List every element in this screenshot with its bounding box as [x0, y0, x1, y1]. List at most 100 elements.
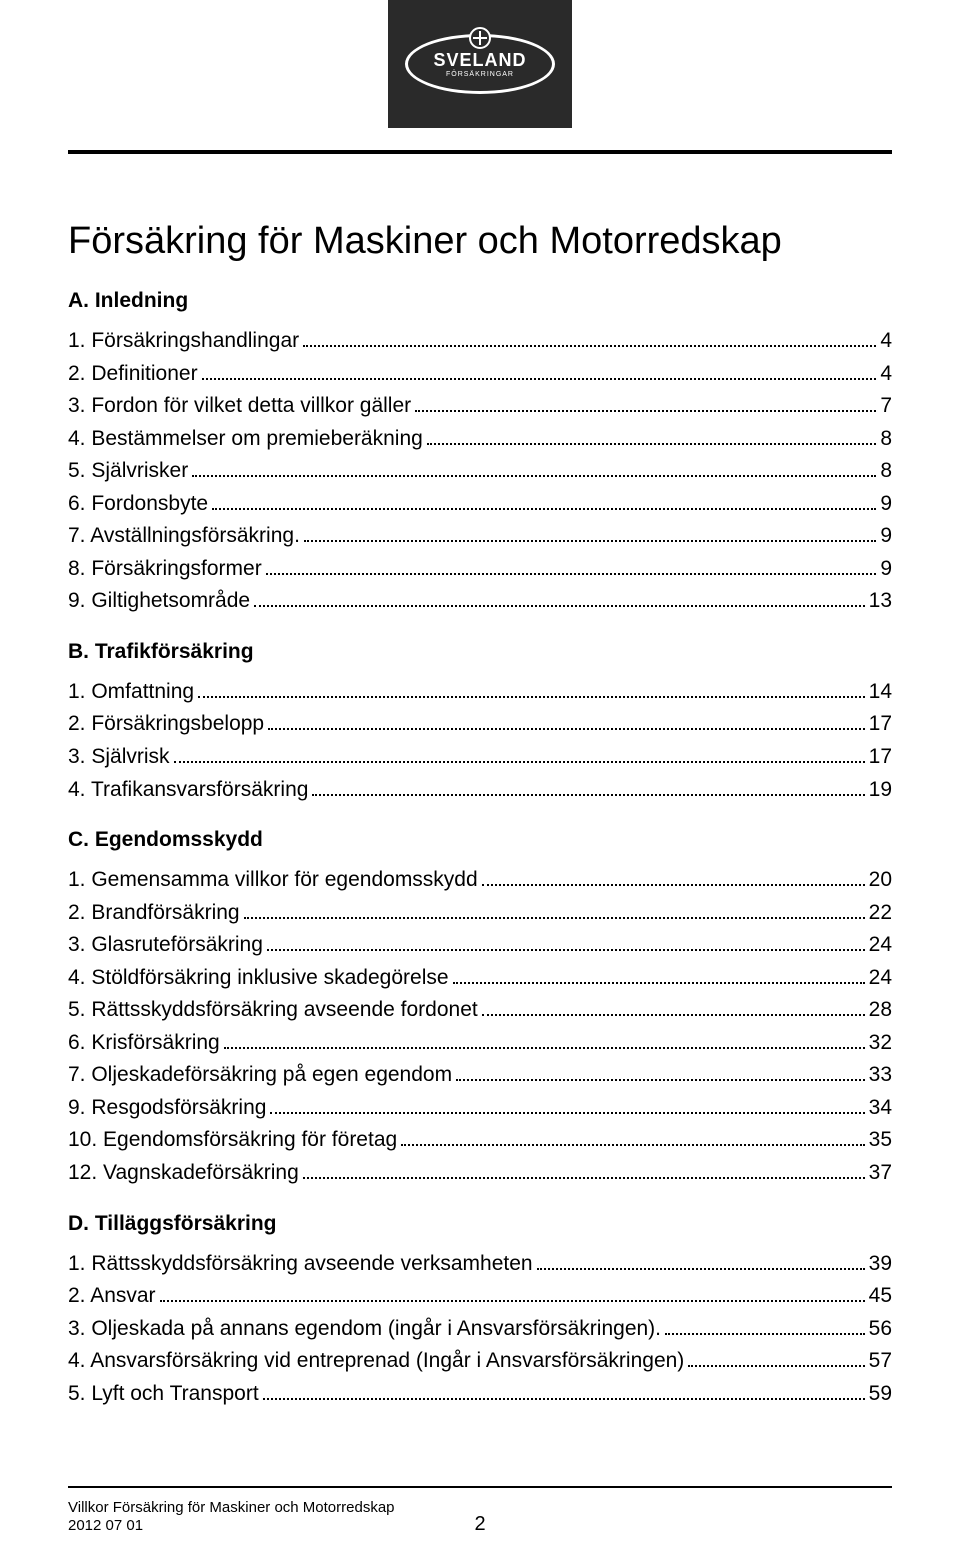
toc-line: 5. Självrisker 8 — [68, 455, 892, 488]
section-head: B. Trafikförsäkring — [68, 640, 892, 664]
toc-leader-dots — [198, 696, 865, 698]
toc-leader-dots — [304, 540, 876, 542]
toc-label: 7. Oljeskadeförsäkring på egen egendom — [68, 1059, 452, 1092]
footer: Villkor Försäkring för Maskiner och Moto… — [68, 1499, 892, 1537]
toc-leader-dots — [174, 761, 865, 763]
toc-page: 8 — [880, 423, 892, 456]
toc-label: 3. Fordon för vilket detta villkor gälle… — [68, 390, 411, 423]
toc-leader-dots — [212, 508, 876, 510]
toc-leader-dots — [415, 410, 876, 412]
toc-page: 19 — [869, 774, 892, 807]
toc-leader-dots — [312, 794, 864, 796]
toc-line: 7. Avställningsförsäkring. 9 — [68, 520, 892, 553]
toc-leader-dots — [268, 728, 865, 730]
toc-line: 4. Ansvarsförsäkring vid entreprenad (In… — [68, 1345, 892, 1378]
toc-page: 59 — [869, 1378, 892, 1411]
toc-label: 3. Glasruteförsäkring — [68, 929, 263, 962]
toc-leader-dots — [224, 1047, 865, 1049]
toc-page: 4 — [880, 325, 892, 358]
toc-page: 28 — [869, 994, 892, 1027]
logo-oval: SVELAND FÖRSÄKRINGAR — [405, 34, 555, 94]
toc-page: 24 — [869, 929, 892, 962]
toc-label: 6. Krisförsäkring — [68, 1027, 220, 1060]
toc-leader-dots — [254, 605, 865, 607]
toc-leader-dots — [270, 1112, 864, 1114]
logo-emblem-icon — [469, 27, 491, 49]
toc-line: 3. Oljeskada på annans egendom (ingår i … — [68, 1313, 892, 1346]
toc-page: 13 — [869, 585, 892, 618]
toc-leader-dots — [688, 1365, 864, 1367]
toc-page: 32 — [869, 1027, 892, 1060]
toc-leader-dots — [267, 949, 865, 951]
toc-label: 3. Självrisk — [68, 741, 170, 774]
toc-page: 33 — [869, 1059, 892, 1092]
toc-leader-dots — [244, 917, 865, 919]
toc-line: 9. Resgodsförsäkring 34 — [68, 1092, 892, 1125]
toc-label: 4. Trafikansvarsförsäkring — [68, 774, 308, 807]
toc-page: 57 — [869, 1345, 892, 1378]
toc-label: 1. Försäkringshandlingar — [68, 325, 299, 358]
toc-label: 2. Definitioner — [68, 358, 198, 391]
section-head: A. Inledning — [68, 289, 892, 313]
section-head: D. Tilläggsförsäkring — [68, 1212, 892, 1236]
toc-label: 2. Brandförsäkring — [68, 897, 240, 930]
toc-line: 3. Självrisk 17 — [68, 741, 892, 774]
toc-label: 9. Giltighetsområde — [68, 585, 250, 618]
toc-label: 8. Försäkringsformer — [68, 553, 262, 586]
toc-page: 9 — [880, 553, 892, 586]
toc-label: 4. Stöldförsäkring inklusive skadegörels… — [68, 962, 449, 995]
footer-page-number: 2 — [474, 1513, 485, 1536]
toc-label: 1. Rättsskyddsförsäkring avseende verksa… — [68, 1248, 533, 1281]
toc-line: 6. Krisförsäkring 32 — [68, 1027, 892, 1060]
logo-name: SVELAND — [433, 51, 526, 69]
footer-rule — [68, 1486, 892, 1488]
toc-leader-dots — [266, 573, 877, 575]
toc-line: 7. Oljeskadeförsäkring på egen egendom 3… — [68, 1059, 892, 1092]
toc-line: 6. Fordonsbyte 9 — [68, 488, 892, 521]
toc-label: 7. Avställningsförsäkring. — [68, 520, 300, 553]
footer-line2: 2012 07 01 — [68, 1517, 395, 1536]
toc-page: 24 — [869, 962, 892, 995]
toc-line: 2. Ansvar 45 — [68, 1280, 892, 1313]
toc-label: 3. Oljeskada på annans egendom (ingår i … — [68, 1313, 661, 1346]
toc-leader-dots — [665, 1333, 865, 1335]
toc-page: 37 — [869, 1157, 892, 1190]
toc-label: 2. Ansvar — [68, 1280, 156, 1313]
toc-leader-dots — [453, 982, 865, 984]
toc-line: 12. Vagnskadeförsäkring 37 — [68, 1157, 892, 1190]
toc-line: 1. Rättsskyddsförsäkring avseende verksa… — [68, 1248, 892, 1281]
toc-page: 39 — [869, 1248, 892, 1281]
toc-page: 7 — [880, 390, 892, 423]
toc-page: 56 — [869, 1313, 892, 1346]
toc-line: 5. Rättsskyddsförsäkring avseende fordon… — [68, 994, 892, 1027]
toc-leader-dots — [482, 884, 865, 886]
toc-line: 1. Gemensamma villkor för egendomsskydd … — [68, 864, 892, 897]
toc-label: 2. Försäkringsbelopp — [68, 708, 264, 741]
toc-label: 4. Bestämmelser om premieberäkning — [68, 423, 423, 456]
toc-label: 4. Ansvarsförsäkring vid entreprenad (In… — [68, 1345, 684, 1378]
toc-line: 9. Giltighetsområde 13 — [68, 585, 892, 618]
toc-leader-dots — [401, 1144, 864, 1146]
section-head: C. Egendomsskydd — [68, 828, 892, 852]
toc-page: 14 — [869, 676, 892, 709]
toc-label: 1. Gemensamma villkor för egendomsskydd — [68, 864, 478, 897]
toc-leader-dots — [482, 1014, 865, 1016]
toc-line: 8. Försäkringsformer 9 — [68, 553, 892, 586]
toc-label: 10. Egendomsförsäkring för företag — [68, 1124, 397, 1157]
toc-line: 3. Fordon för vilket detta villkor gälle… — [68, 390, 892, 423]
toc-page: 9 — [880, 520, 892, 553]
toc-line: 4. Bestämmelser om premieberäkning 8 — [68, 423, 892, 456]
header-rule — [68, 150, 892, 154]
toc-line: 4. Trafikansvarsförsäkring 19 — [68, 774, 892, 807]
toc-label: 5. Självrisker — [68, 455, 188, 488]
table-of-contents: A. Inledning 1. Försäkringshandlingar 4 2.… — [68, 289, 892, 1410]
toc-page: 17 — [869, 741, 892, 774]
toc-line: 3. Glasruteförsäkring 24 — [68, 929, 892, 962]
toc-line: 5. Lyft och Transport 59 — [68, 1378, 892, 1411]
toc-leader-dots — [192, 475, 876, 477]
toc-label: 5. Lyft och Transport — [68, 1378, 259, 1411]
toc-leader-dots — [202, 378, 877, 380]
toc-line: 10. Egendomsförsäkring för företag 35 — [68, 1124, 892, 1157]
toc-page: 9 — [880, 488, 892, 521]
toc-label: 12. Vagnskadeförsäkring — [68, 1157, 299, 1190]
